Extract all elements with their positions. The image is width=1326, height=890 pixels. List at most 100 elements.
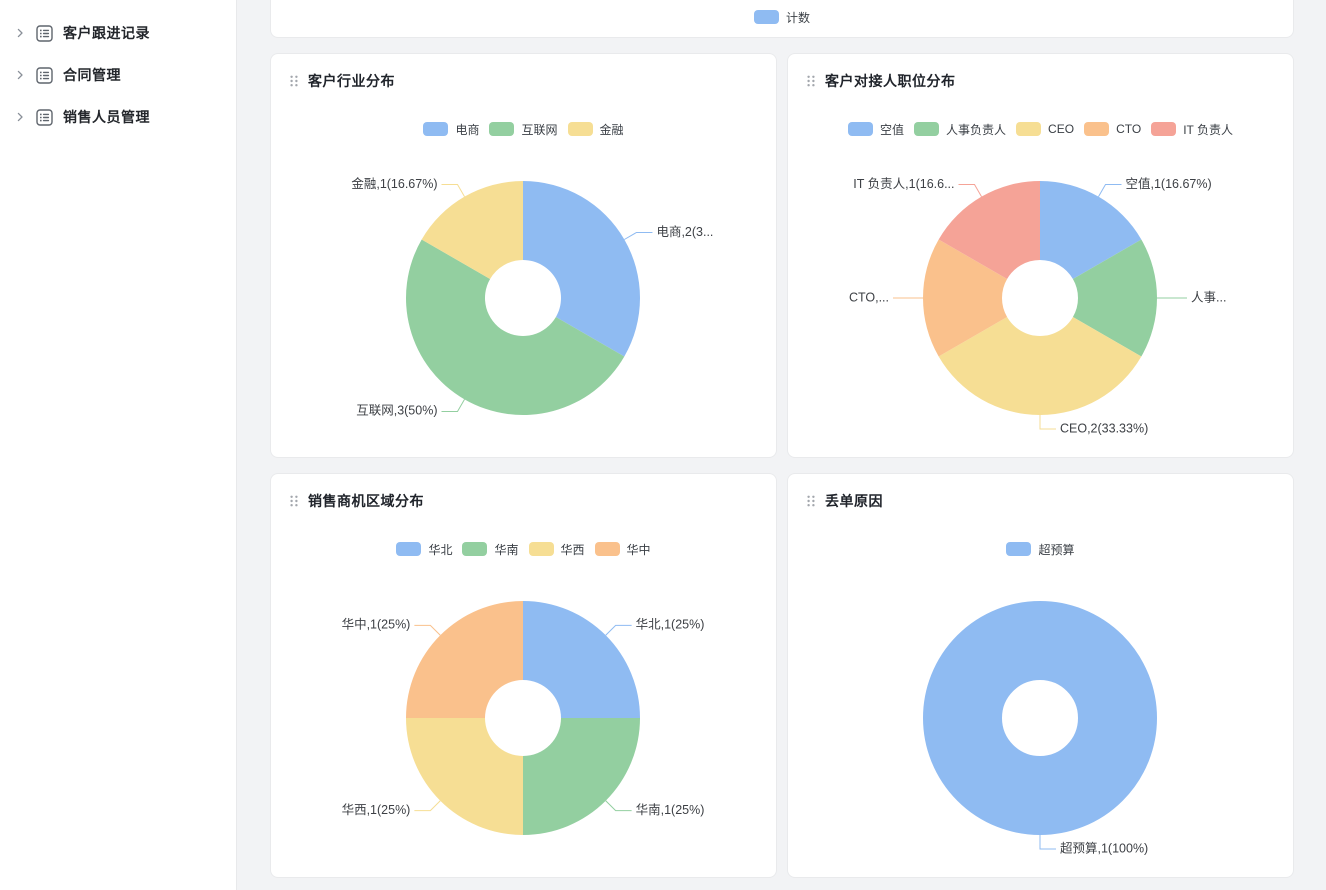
- pie-label-line: [1039, 835, 1056, 850]
- legend-item[interactable]: 华南: [462, 541, 519, 558]
- legend-label: 人事负责人: [946, 122, 1007, 137]
- donut-chart[interactable]: 空值,1(16.67%) 人事... CEO,2(33.33%) CTO,... IT …: [788, 142, 1293, 457]
- pie-slice[interactable]: [523, 718, 640, 835]
- list-icon: [36, 66, 53, 84]
- legend-label: 电商: [455, 122, 480, 137]
- legend-label: 华西: [560, 542, 585, 557]
- pie-label: 华北,1(25%): [636, 617, 705, 632]
- drag-handle-icon[interactable]: [806, 74, 816, 88]
- legend-swatch-icon: [567, 122, 593, 136]
- sidebar-item-label: 合同管理: [63, 67, 121, 83]
- pie-slice[interactable]: [923, 601, 1157, 835]
- legend-item[interactable]: 人事负责人: [914, 121, 1006, 138]
- pie-slice[interactable]: [406, 601, 523, 718]
- legend-label: 超预算: [1038, 542, 1075, 557]
- legend-item[interactable]: IT 负责人: [1151, 121, 1233, 138]
- pie-label: CTO,...: [849, 290, 889, 304]
- legend-item[interactable]: 华中: [594, 541, 651, 558]
- drag-handle-icon[interactable]: [806, 494, 816, 508]
- pie-label: 电商,2(3...: [656, 224, 713, 239]
- drag-handle-icon[interactable]: [289, 494, 299, 508]
- card-header: 销售商机区域分布: [289, 491, 424, 511]
- legend-label: 计数: [785, 10, 810, 25]
- legend-item[interactable]: 互联网: [489, 121, 558, 138]
- chart-legend: 华北 华南 华西 华中: [271, 541, 776, 558]
- pie-label: 金融,1(16.67%): [351, 176, 437, 191]
- sidebar-item-sales-staff-management[interactable]: 销售人员管理: [14, 105, 150, 129]
- legend-swatch-icon: [914, 122, 940, 136]
- pie-label: 人事...: [1191, 290, 1226, 304]
- pie-label: 华中,1(25%): [342, 617, 411, 632]
- pie-slice[interactable]: [938, 181, 1040, 279]
- pie-slice[interactable]: [523, 181, 640, 357]
- sidebar-item-customer-followup[interactable]: 客户跟进记录: [14, 21, 150, 45]
- sidebar-item-label: 销售人员管理: [63, 109, 150, 125]
- legend-item[interactable]: 空值: [848, 121, 904, 138]
- legend-item[interactable]: 华北: [396, 541, 452, 558]
- legend-label: 华南: [494, 542, 519, 557]
- legend-item[interactable]: 金融: [567, 121, 624, 138]
- sidebar-item-label: 客户跟进记录: [63, 25, 150, 41]
- chart-card-opportunity-region: 销售商机区域分布 华北 华南 华西 华中 华北,1(25%) 华南,1(25%) 华西,1…: [270, 473, 777, 878]
- chevron-right-icon[interactable]: [14, 111, 26, 123]
- pie-label: CEO,2(33.33%): [1060, 421, 1148, 435]
- pie-label-line: [605, 624, 632, 636]
- pie-label: 华南,1(25%): [636, 802, 705, 817]
- chart-legend: 超预算: [788, 541, 1293, 558]
- legend-item[interactable]: 超预算: [1006, 541, 1075, 558]
- pie-label: 华西,1(25%): [342, 802, 411, 817]
- pie-label-line: [624, 232, 653, 240]
- list-icon: [36, 24, 53, 42]
- legend-label: 华中: [626, 542, 651, 557]
- pie-slice[interactable]: [1040, 181, 1142, 279]
- pie-slice[interactable]: [421, 181, 523, 279]
- chart-legend: 计数: [271, 9, 1293, 26]
- legend-label: IT 负责人: [1183, 122, 1233, 137]
- chart-title: 销售商机区域分布: [308, 493, 424, 509]
- legend-item[interactable]: 电商: [423, 121, 479, 138]
- sidebar-item-contract-management[interactable]: 合同管理: [14, 63, 121, 87]
- donut-chart[interactable]: 华北,1(25%) 华南,1(25%) 华西,1(25%) 华中,1(25%): [271, 562, 776, 877]
- legend-swatch-icon: [1151, 122, 1177, 136]
- legend-label: CTO: [1116, 122, 1142, 136]
- legend-item[interactable]: 计数: [753, 9, 810, 26]
- sidebar: 客户跟进记录 合同管理: [0, 0, 237, 890]
- chevron-right-icon[interactable]: [14, 69, 26, 81]
- legend-swatch-icon: [594, 542, 620, 556]
- donut-chart[interactable]: 电商,2(3... 互联网,3(50%) 金融,1(16.67%): [271, 142, 776, 457]
- legend-swatch-icon: [1006, 542, 1032, 556]
- chart-card-industry: 客户行业分布 电商 互联网 金融 电商,2(3... 互联网,3(50%) 金融,1(1…: [270, 53, 777, 458]
- legend-swatch-icon: [528, 542, 554, 556]
- legend-item[interactable]: 华西: [528, 541, 585, 558]
- card-header: 丢单原因: [806, 491, 883, 511]
- pie-slice[interactable]: [1072, 239, 1157, 357]
- legend-swatch-icon: [1084, 122, 1110, 136]
- pie-label-line: [441, 184, 465, 197]
- pie-label: 互联网,3(50%): [356, 404, 437, 418]
- pie-slice[interactable]: [406, 239, 625, 416]
- chart-title: 客户行业分布: [308, 73, 395, 89]
- legend-swatch-icon: [753, 10, 779, 24]
- card-header: 客户行业分布: [289, 71, 395, 91]
- pie-slice[interactable]: [523, 601, 640, 718]
- legend-item[interactable]: CEO: [1016, 122, 1074, 136]
- legend-item[interactable]: CTO: [1084, 122, 1141, 136]
- pie-label: 超预算,1(100%): [1060, 840, 1148, 855]
- legend-label: 金融: [599, 122, 624, 137]
- legend-swatch-icon: [848, 122, 874, 136]
- chart-card-lost-reason: 丢单原因 超预算 超预算,1(100%): [787, 473, 1294, 878]
- pie-slice[interactable]: [923, 239, 1008, 357]
- pie-label-line: [1098, 184, 1122, 197]
- pie-label: 空值,1(16.67%): [1126, 176, 1212, 191]
- pie-slice[interactable]: [938, 317, 1142, 415]
- pie-label-line: [958, 184, 982, 197]
- legend-swatch-icon: [423, 122, 449, 136]
- pie-label-line: [441, 399, 465, 412]
- chart-card-contact-position: 客户对接人职位分布 空值 人事负责人 CEO CTO IT 负责人 空值,1(16.67…: [787, 53, 1294, 458]
- legend-swatch-icon: [396, 542, 422, 556]
- pie-slice[interactable]: [406, 718, 523, 835]
- chart-title: 客户对接人职位分布: [825, 73, 956, 89]
- donut-chart[interactable]: 超预算,1(100%): [788, 562, 1293, 877]
- chevron-right-icon[interactable]: [14, 27, 26, 39]
- drag-handle-icon[interactable]: [289, 74, 299, 88]
